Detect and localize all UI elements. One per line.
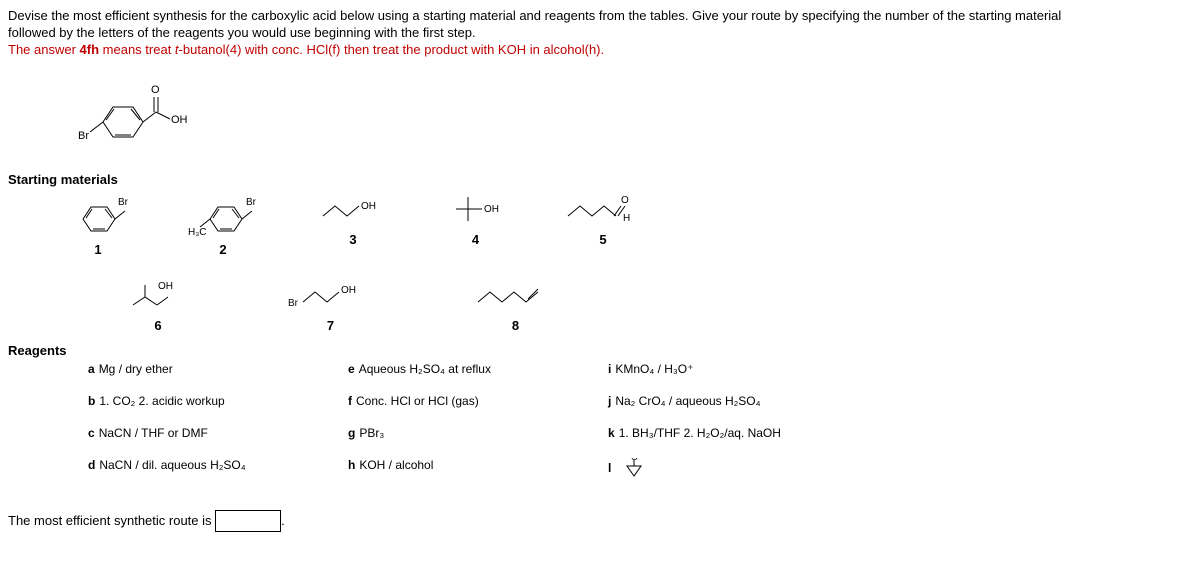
material-3-svg: OH bbox=[318, 191, 388, 226]
starting-materials-row2: OH 6 Br OH 7 8 bbox=[128, 277, 1192, 333]
answer-line: The most efficient synthetic route is . bbox=[8, 510, 1192, 532]
reagent-a: a Mg / dry ether bbox=[88, 362, 308, 376]
reagent-l-letter: l bbox=[608, 461, 611, 475]
reagent-h-letter: h bbox=[348, 458, 355, 472]
svg-text:H: H bbox=[623, 213, 630, 224]
reagent-i: i KMnO₄ / H₃O⁺ bbox=[608, 362, 858, 376]
material-7: Br OH 7 bbox=[288, 277, 373, 333]
question-line2: followed by the letters of the reagents … bbox=[8, 25, 1192, 40]
reagent-c-letter: c bbox=[88, 426, 95, 440]
material-5: O H 5 bbox=[563, 191, 643, 257]
material-1-svg: Br bbox=[68, 191, 128, 236]
reagent-i-letter: i bbox=[608, 362, 611, 376]
svg-text:O: O bbox=[621, 195, 629, 206]
hint-bold: 4fh bbox=[80, 42, 100, 57]
hint-prefix: The answer bbox=[8, 42, 80, 57]
material-3-label: 3 bbox=[349, 232, 356, 247]
svg-text:Br: Br bbox=[246, 197, 257, 208]
svg-text:OH: OH bbox=[158, 281, 173, 292]
reagent-l-svg: O bbox=[619, 458, 649, 480]
starting-materials-row1: Br 1 Br H₃C 2 OH 3 bbox=[68, 191, 1192, 257]
target-molecule-svg: Br O OH bbox=[68, 77, 188, 147]
svg-text:OH: OH bbox=[361, 201, 376, 212]
reagent-k-letter: k bbox=[608, 426, 615, 440]
reagent-e-text: Aqueous H₂SO₄ at reflux bbox=[359, 362, 491, 376]
reagent-d-text: NaCN / dil. aqueous H₂SO₄ bbox=[99, 458, 245, 472]
reagent-j-letter: j bbox=[608, 394, 611, 408]
reagent-g-text: PBr₃ bbox=[359, 426, 384, 440]
material-1-label: 1 bbox=[94, 242, 101, 257]
reagent-g-letter: g bbox=[348, 426, 355, 440]
reagent-l: l O bbox=[608, 458, 858, 480]
reagent-j: j Na₂ CrO₄ / aqueous H₂SO₄ bbox=[608, 394, 858, 408]
svg-text:OH: OH bbox=[341, 285, 356, 296]
reagent-h-text: KOH / alcohol bbox=[359, 458, 433, 472]
reagents-title: Reagents bbox=[8, 343, 1192, 358]
material-5-label: 5 bbox=[599, 232, 606, 247]
material-2: Br H₃C 2 bbox=[188, 191, 258, 257]
reagent-a-text: Mg / dry ether bbox=[99, 362, 173, 376]
reagent-h: h KOH / alcohol bbox=[348, 458, 568, 480]
reagent-b-text: 1. CO₂ 2. acidic workup bbox=[99, 394, 224, 408]
material-3: OH 3 bbox=[318, 191, 388, 257]
svg-text:H₃C: H₃C bbox=[188, 227, 207, 236]
material-4-label: 4 bbox=[472, 232, 479, 247]
svg-text:Br: Br bbox=[288, 298, 299, 309]
question-hint: The answer 4fh means treat t-butanol(4) … bbox=[8, 42, 1192, 57]
material-8-svg bbox=[473, 277, 558, 312]
reagent-b-letter: b bbox=[88, 394, 95, 408]
material-4-svg: OH bbox=[448, 191, 503, 226]
material-7-label: 7 bbox=[327, 318, 334, 333]
question-line1: Devise the most efficient synthesis for … bbox=[8, 8, 1192, 23]
material-5-svg: O H bbox=[563, 191, 643, 226]
material-8-label: 8 bbox=[512, 318, 519, 333]
material-2-svg: Br H₃C bbox=[188, 191, 258, 236]
answer-input[interactable] bbox=[215, 510, 281, 532]
reagent-e: e Aqueous H₂SO₄ at reflux bbox=[348, 362, 568, 376]
material-8: 8 bbox=[473, 277, 558, 333]
reagent-f-letter: f bbox=[348, 394, 352, 408]
reagent-d: d NaCN / dil. aqueous H₂SO₄ bbox=[88, 458, 308, 480]
svg-text:OH: OH bbox=[171, 114, 188, 126]
svg-text:Br: Br bbox=[118, 197, 128, 208]
reagent-c-text: NaCN / THF or DMF bbox=[99, 426, 208, 440]
reagent-f-text: Conc. HCl or HCl (gas) bbox=[356, 394, 479, 408]
svg-text:O: O bbox=[151, 84, 160, 96]
reagent-d-letter: d bbox=[88, 458, 95, 472]
starting-materials-title: Starting materials bbox=[8, 172, 1192, 187]
svg-text:Br: Br bbox=[78, 130, 89, 142]
target-structure: Br O OH bbox=[68, 77, 1192, 147]
reagent-g: g PBr₃ bbox=[348, 426, 568, 440]
hint-rest: -butanol(4) with conc. HCl(f) then treat… bbox=[179, 42, 605, 57]
reagents-grid: a Mg / dry ether e Aqueous H₂SO₄ at reflux… bbox=[88, 362, 1192, 480]
material-4: OH 4 bbox=[448, 191, 503, 257]
material-6-label: 6 bbox=[154, 318, 161, 333]
reagent-k: k 1. BH₃/THF 2. H₂O₂/aq. NaOH bbox=[608, 426, 858, 440]
answer-prompt: The most efficient synthetic route is bbox=[8, 513, 212, 528]
reagent-f: f Conc. HCl or HCl (gas) bbox=[348, 394, 568, 408]
reagent-k-text: 1. BH₃/THF 2. H₂O₂/aq. NaOH bbox=[619, 426, 781, 440]
reagent-j-text: Na₂ CrO₄ / aqueous H₂SO₄ bbox=[615, 394, 760, 408]
material-7-svg: Br OH bbox=[288, 277, 373, 312]
reagent-i-text: KMnO₄ / H₃O⁺ bbox=[615, 362, 693, 376]
svg-text:O: O bbox=[631, 458, 638, 462]
reagent-e-letter: e bbox=[348, 362, 355, 376]
reagent-a-letter: a bbox=[88, 362, 95, 376]
material-2-label: 2 bbox=[219, 242, 226, 257]
reagent-c: c NaCN / THF or DMF bbox=[88, 426, 308, 440]
hint-mid: means treat bbox=[99, 42, 175, 57]
material-6: OH 6 bbox=[128, 277, 188, 333]
reagent-b: b 1. CO₂ 2. acidic workup bbox=[88, 394, 308, 408]
material-6-svg: OH bbox=[128, 277, 188, 312]
material-1: Br 1 bbox=[68, 191, 128, 257]
svg-text:OH: OH bbox=[484, 204, 499, 215]
